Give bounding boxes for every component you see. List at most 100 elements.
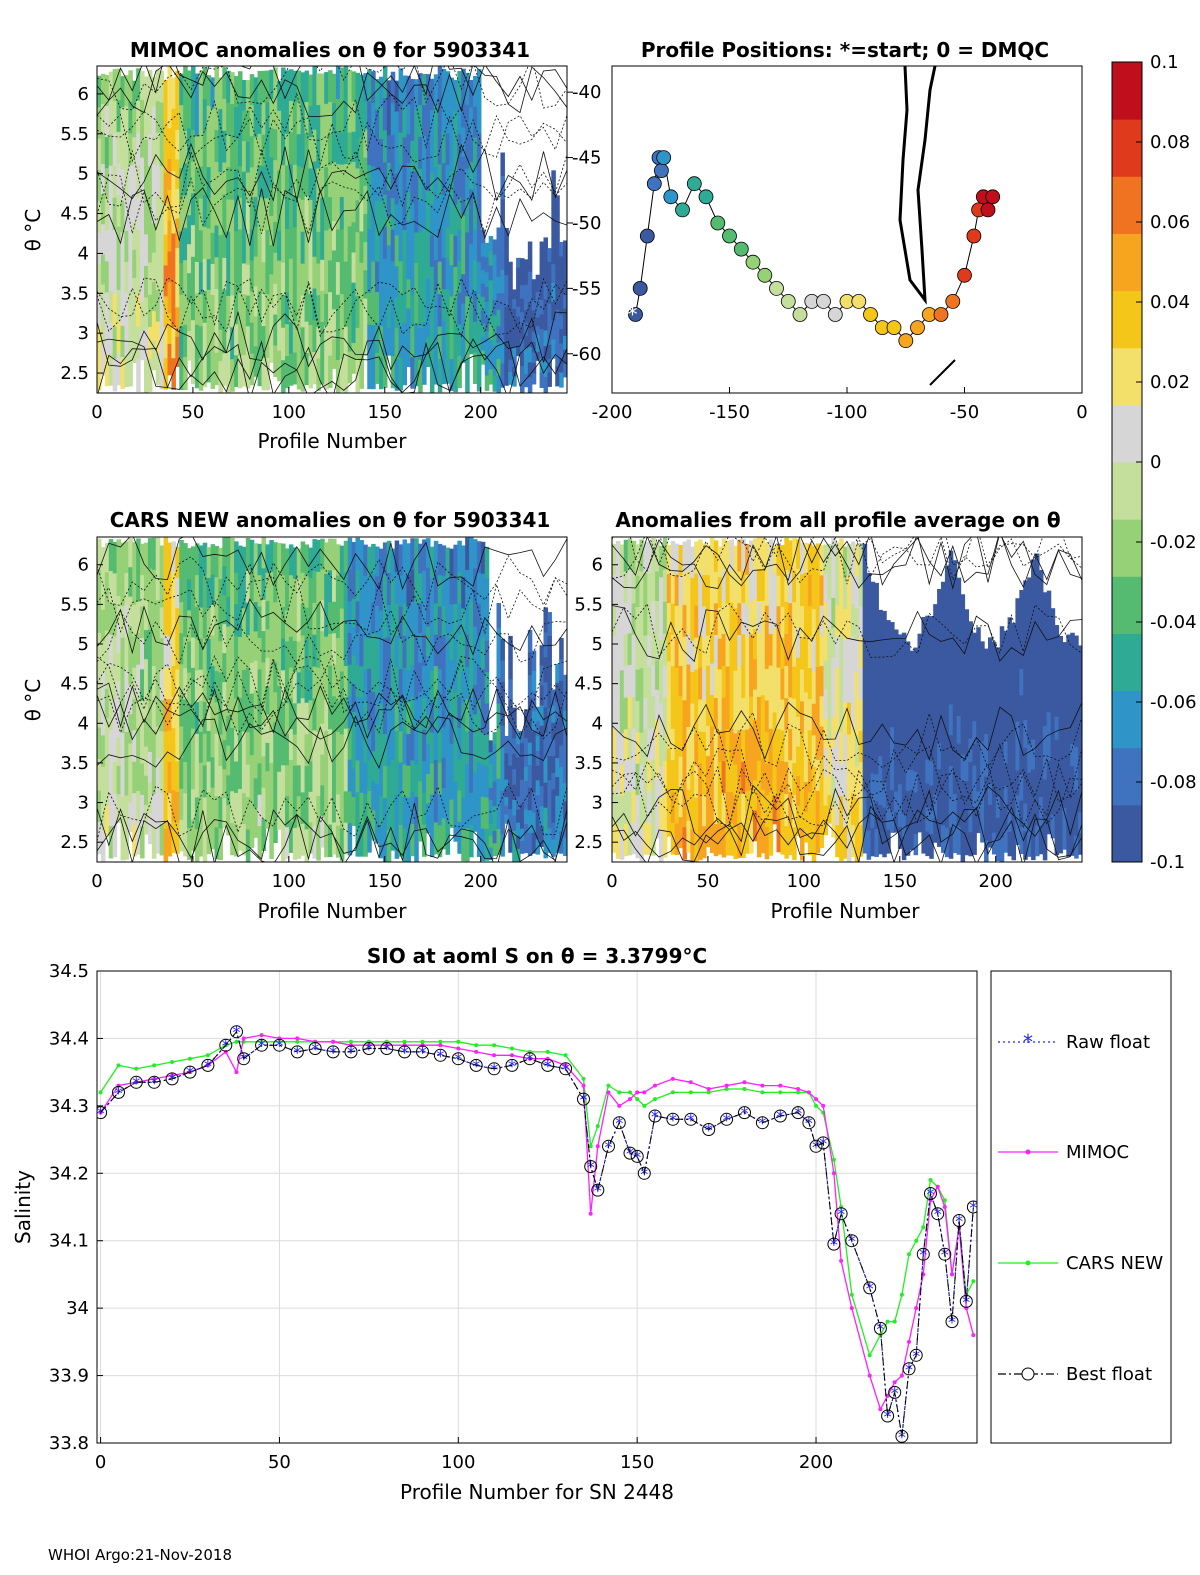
heatmap-cell bbox=[394, 80, 400, 113]
heatmap-cell bbox=[183, 227, 188, 261]
heatmap-cell bbox=[512, 800, 517, 817]
mimoc-heatmap bbox=[97, 66, 567, 393]
heatmap-cell bbox=[886, 806, 891, 831]
heatmap-cell bbox=[776, 759, 782, 791]
positions-plot: * bbox=[628, 66, 1001, 386]
heatmap-cell bbox=[159, 293, 165, 326]
heatmap-cell bbox=[292, 703, 298, 736]
heatmap-cell bbox=[116, 321, 122, 354]
heatmap-cell bbox=[97, 75, 102, 108]
heatmap-cell bbox=[1078, 770, 1082, 793]
heatmap-cell bbox=[964, 805, 970, 831]
heatmap-cell bbox=[112, 730, 118, 763]
heatmap-cell bbox=[332, 73, 337, 104]
heatmap-cell bbox=[128, 743, 133, 774]
heatmap-cell bbox=[183, 98, 188, 132]
heatmap-cell bbox=[367, 164, 372, 198]
heatmap-cell bbox=[655, 630, 660, 661]
heatmap-cell bbox=[402, 732, 408, 766]
heatmap-cell bbox=[551, 706, 556, 724]
heatmap-cell bbox=[921, 640, 926, 665]
heatmap-cell bbox=[241, 731, 247, 763]
heatmap-cell bbox=[866, 830, 872, 860]
heatmap-cell bbox=[402, 75, 408, 108]
heatmap-cell bbox=[147, 629, 153, 661]
heatmap-cell bbox=[355, 72, 361, 106]
heatmap-cell bbox=[839, 731, 844, 765]
heatmap-cell bbox=[909, 710, 915, 731]
heatmap-cell bbox=[1023, 775, 1028, 805]
heatmap-cell bbox=[261, 537, 267, 569]
heatmap-cell bbox=[390, 134, 396, 168]
heatmap-cell bbox=[277, 771, 282, 801]
heatmap-cell bbox=[772, 768, 778, 797]
heatmap-cell bbox=[527, 810, 533, 834]
heatmap-cell bbox=[823, 747, 829, 778]
heatmap-cell bbox=[112, 69, 118, 102]
heatmap-cell bbox=[453, 752, 458, 783]
heatmap-cell bbox=[890, 622, 895, 644]
heatmap-cell bbox=[390, 229, 396, 262]
cars-xlabel: Profile Number bbox=[258, 899, 408, 923]
heatmap-cell bbox=[1058, 701, 1064, 724]
heatmap-cell bbox=[245, 797, 251, 831]
heatmap-cell bbox=[104, 137, 110, 169]
y-tick-label: 3.5 bbox=[60, 753, 89, 774]
cars-point bbox=[688, 1090, 693, 1095]
best-float-point bbox=[487, 1062, 501, 1076]
heatmap-cell bbox=[147, 69, 153, 103]
y-tick-label: 2.5 bbox=[60, 363, 89, 384]
heatmap-cell bbox=[894, 629, 899, 651]
heatmap-cell bbox=[394, 235, 400, 267]
heatmap-cell bbox=[335, 763, 341, 796]
best-float-point bbox=[584, 1160, 598, 1173]
heatmap-cell bbox=[878, 707, 883, 733]
heatmap-cell bbox=[308, 639, 314, 671]
heatmap-cell bbox=[445, 320, 451, 353]
heatmap-cell bbox=[191, 256, 196, 290]
heatmap-cell bbox=[756, 696, 762, 730]
heatmap-cell bbox=[171, 358, 176, 391]
heatmap-cell bbox=[288, 321, 294, 355]
heatmap-cell bbox=[116, 100, 122, 133]
heatmap-cell bbox=[835, 825, 840, 858]
heatmap-cell bbox=[277, 543, 282, 573]
colorbar-segment bbox=[1112, 347, 1142, 406]
heatmap-cell bbox=[379, 357, 384, 390]
heatmap-cell bbox=[332, 221, 337, 252]
heatmap-cell bbox=[406, 606, 411, 640]
mimoc-point bbox=[867, 1373, 872, 1378]
heatmap-cell bbox=[925, 831, 930, 857]
heatmap-cell bbox=[1038, 740, 1044, 770]
heatmap-cell bbox=[1038, 825, 1044, 855]
heatmap-cell bbox=[316, 263, 321, 296]
heatmap-cell bbox=[288, 606, 294, 638]
heatmap-cell bbox=[925, 663, 930, 689]
best-float-point bbox=[201, 1058, 215, 1072]
heatmap-cell bbox=[512, 830, 517, 847]
heatmap-cell bbox=[655, 689, 660, 721]
heatmap-cell bbox=[854, 798, 860, 831]
heatmap-cell bbox=[257, 669, 263, 702]
heatmap-cell bbox=[870, 636, 876, 665]
heatmap-cell bbox=[253, 660, 259, 691]
heatmap-cell bbox=[406, 221, 411, 251]
heatmap-cell bbox=[296, 357, 302, 390]
x-tick-label: 100 bbox=[441, 1452, 475, 1473]
heatmap-cell bbox=[375, 783, 380, 814]
heatmap-cell bbox=[265, 134, 270, 167]
heatmap-cell bbox=[831, 717, 836, 748]
heatmap-cell bbox=[292, 672, 298, 704]
heatmap-cell bbox=[347, 823, 353, 856]
best-float-point bbox=[290, 1045, 304, 1059]
heatmap-cell bbox=[277, 686, 282, 716]
heatmap-cell bbox=[97, 696, 102, 729]
heatmap-cell bbox=[198, 358, 204, 391]
heatmap-cell bbox=[615, 604, 621, 637]
heatmap-cell bbox=[933, 818, 938, 843]
heatmap-cell bbox=[210, 357, 216, 389]
heatmap-cell bbox=[328, 697, 333, 730]
heatmap-cell bbox=[854, 766, 860, 799]
heatmap-cell bbox=[390, 699, 396, 731]
heatmap-cell bbox=[441, 289, 447, 322]
